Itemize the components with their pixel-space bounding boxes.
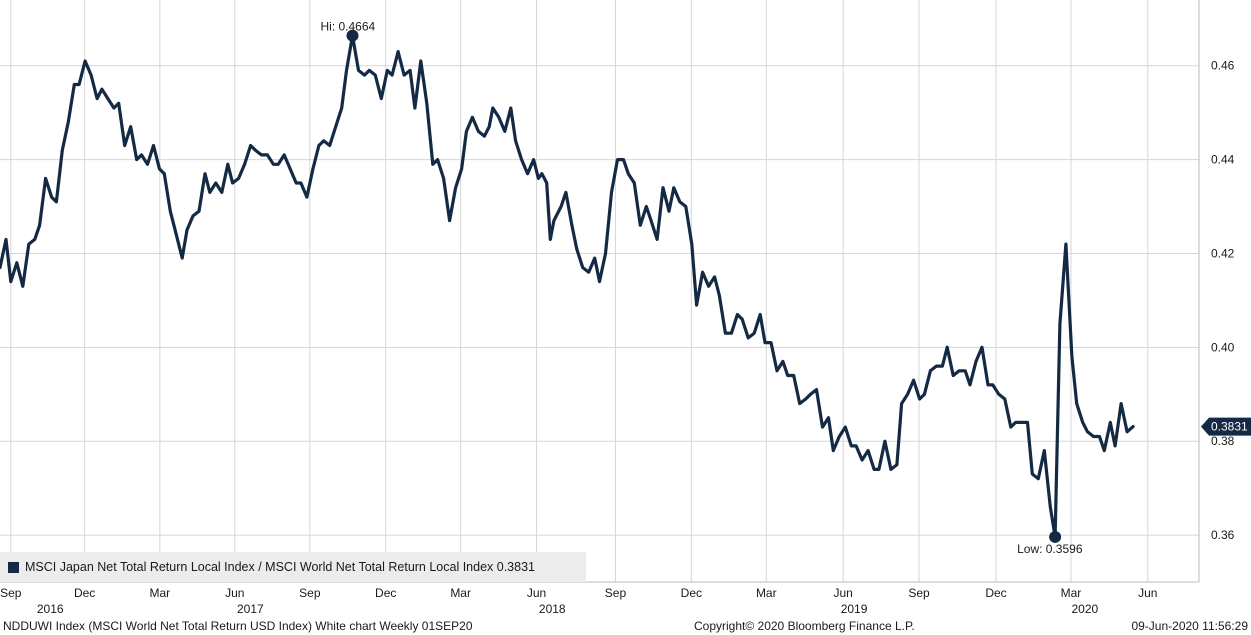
- low-label: Low: 0.3596: [1017, 542, 1083, 556]
- annotations: Hi: 0.4664 Low: 0.3596 0.3831: [321, 20, 1251, 556]
- x-tick-label: Dec: [681, 586, 702, 600]
- footer-left: NDDUWI Index (MSCI World Net Total Retur…: [3, 619, 473, 633]
- y-tick-label: 0.44: [1211, 153, 1235, 167]
- year-label: 2016: [37, 602, 64, 616]
- legend: MSCI Japan Net Total Return Local Index …: [0, 552, 586, 582]
- last-value-tag: [1201, 417, 1251, 436]
- axes: 0.36 0.38 0.40 0.42 0.44 0.46 Sep Dec Mar Jun Sep D…: [0, 0, 1235, 616]
- y-tick-label: 0.36: [1211, 528, 1235, 542]
- high-marker: [346, 29, 359, 42]
- year-label: 2020: [1072, 602, 1099, 616]
- x-tick-label: Dec: [985, 586, 1006, 600]
- legend-text: MSCI Japan Net Total Return Local Index …: [25, 560, 535, 574]
- year-label: 2018: [539, 602, 566, 616]
- series-line: [0, 34, 1135, 539]
- x-tick-label: Sep: [299, 586, 321, 600]
- grid: [0, 0, 1199, 582]
- y-tick-label: 0.42: [1211, 246, 1235, 260]
- low-marker: [1049, 530, 1062, 543]
- x-tick-label: Sep: [605, 586, 627, 600]
- last-value-label: 0.3831: [1211, 420, 1248, 434]
- y-tick-label: 0.46: [1211, 59, 1235, 73]
- x-tick-label: Dec: [375, 586, 396, 600]
- x-tick-label: Jun: [833, 586, 852, 600]
- year-label: 2019: [841, 602, 868, 616]
- year-label: 2017: [237, 602, 264, 616]
- footer-right: 09-Jun-2020 11:56:29: [1131, 619, 1248, 633]
- x-tick-label: Sep: [0, 586, 22, 600]
- x-tick-label: Jun: [527, 586, 546, 600]
- x-tick-label: Mar: [756, 586, 777, 600]
- x-tick-label: Dec: [74, 586, 95, 600]
- x-tick-label: Mar: [149, 586, 170, 600]
- footer-center: Copyright© 2020 Bloomberg Finance L.P.: [694, 619, 915, 633]
- x-tick-label: Mar: [450, 586, 471, 600]
- legend-swatch: [8, 561, 19, 573]
- x-tick-label: Mar: [1061, 586, 1082, 600]
- y-tick-label: 0.38: [1211, 434, 1235, 448]
- x-tick-label: Sep: [908, 586, 930, 600]
- y-tick-label: 0.40: [1211, 340, 1235, 354]
- x-tick-label: Jun: [1138, 586, 1157, 600]
- series-layer: [0, 34, 1135, 539]
- x-tick-label: Jun: [225, 586, 244, 600]
- high-label: Hi: 0.4664: [321, 20, 376, 34]
